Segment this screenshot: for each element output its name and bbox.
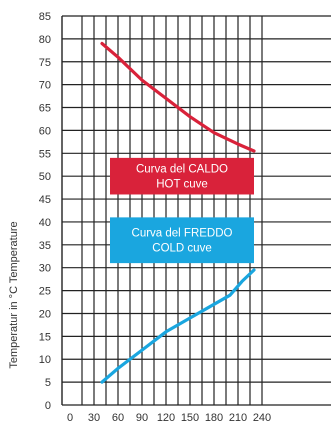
x-axis-ticks: 0 30 60 90 120 150 180 210 240 [67, 412, 271, 424]
annotation-text: Curva del CALDO [136, 164, 228, 176]
y-tick-label: 15 [39, 331, 51, 343]
x-tick-label: 150 [181, 412, 199, 424]
y-tick-label: 50 [39, 171, 51, 183]
y-tick-label: 60 [39, 125, 51, 137]
y-tick-label: 65 [39, 103, 51, 115]
y-tick-label: 40 [39, 217, 51, 229]
annotation-box [110, 217, 254, 264]
y-tick-label: 0 [45, 400, 51, 412]
x-tick-label: 90 [136, 412, 148, 424]
y-tick-label: 25 [39, 286, 51, 298]
annotation-text: COLD cuve [152, 243, 211, 255]
x-tick-label: 0 [67, 412, 73, 424]
y-tick-label: 80 [39, 34, 51, 46]
annotation-box [110, 157, 254, 195]
y-tick-label: 85 [39, 11, 51, 23]
y-tick-label: 20 [39, 308, 51, 320]
grid-lines [61, 15, 331, 406]
y-tick-label: 45 [39, 194, 51, 206]
annotation-text: Curva del FREDDO [132, 228, 233, 240]
y-tick-label: 10 [39, 354, 51, 366]
y-tick-label: 55 [39, 148, 51, 160]
y-axis-label: Temperatur in °C Temperature [8, 221, 20, 368]
annotation-text: HOT cuve [156, 179, 208, 191]
x-tick-label: 30 [88, 412, 100, 424]
x-tick-label: 180 [205, 412, 223, 424]
hot-curve-line [100, 41, 256, 153]
y-tick-label: 30 [39, 263, 51, 275]
x-tick-label: 60 [112, 412, 124, 424]
cold-curve-line [100, 268, 256, 384]
curve-annotations: Curva del CALDO HOT cuve Curva del FREDDO C… [110, 157, 254, 264]
y-axis-ticks: 0 5 10 15 20 25 30 35 40 45 50 55 60 65 70 75 80 85 [39, 11, 51, 412]
x-tick-label: 120 [157, 412, 175, 424]
data-series [100, 41, 256, 384]
y-tick-label: 70 [39, 80, 51, 92]
y-tick-label: 75 [39, 57, 51, 69]
y-tick-label: 35 [39, 240, 51, 252]
x-tick-label: 210 [229, 412, 247, 424]
y-tick-label: 5 [45, 377, 51, 389]
x-tick-label: 240 [253, 412, 271, 424]
